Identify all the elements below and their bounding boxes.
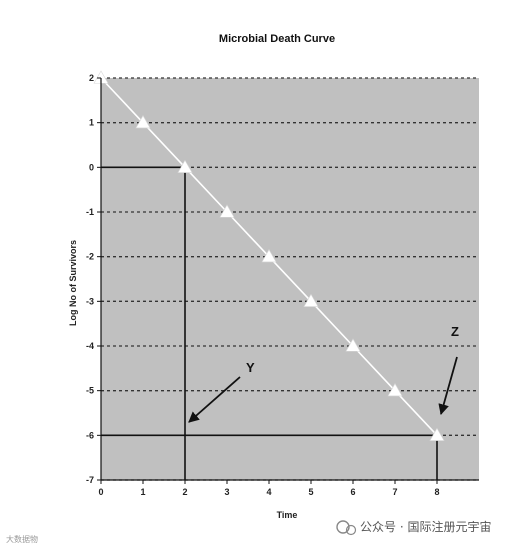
y-axis-title: Log No of Survivors [68,240,78,326]
x-tick-label: 7 [392,487,397,497]
y-tick-label: -2 [86,252,94,262]
x-tick-label: 3 [224,487,229,497]
watermark-right: 公众号 · 国际注册元宇宙 [360,519,491,534]
x-tick-label: 5 [308,487,313,497]
x-tick-label: 1 [140,487,145,497]
data-point [177,159,193,173]
data-point [303,293,319,307]
axes [100,78,479,481]
data-point [219,204,235,218]
y-tick-label: -4 [86,341,94,351]
annotation-label: Z [451,324,459,339]
x-tick-label: 2 [182,487,187,497]
watermark: 大数据物 公众号 · 国际注册元宇宙 [6,519,491,544]
wechat-icon-bubble [345,524,357,536]
y-tick-label: -7 [86,475,94,485]
y-tick-label: 2 [89,73,94,83]
data-point [387,383,403,397]
annotations: YZ [188,324,459,423]
series-layer [93,70,445,441]
y-tick-label: -1 [86,207,94,217]
x-tick-label: 6 [350,487,355,497]
data-point [429,427,445,441]
x-tick-labels: 0 1 2 3 4 5 6 7 8 [98,480,440,497]
data-point [135,115,151,129]
annotation-label: Y [246,360,255,375]
annotation-arrow [188,376,241,423]
x-axis-title: Time [277,510,298,520]
x-tick-label: 0 [98,487,103,497]
annotation-arrow [438,356,458,416]
x-tick-label: 4 [266,487,271,497]
wechat-icon [336,520,350,534]
y-tick-labels: 2 1 0 -1 -2 -3 -4 -5 -6 -7 [86,73,101,485]
watermark-left: 大数据物 [6,534,38,544]
data-point [261,249,277,263]
chart-title: Microbial Death Curve [219,33,335,45]
y-tick-label: 1 [89,118,94,128]
y-tick-label: -6 [86,430,94,440]
y-tick-label: 0 [89,162,94,172]
y-tick-label: -3 [86,296,94,306]
x-tick-label: 8 [434,487,439,497]
data-point [345,338,361,352]
y-tick-label: -5 [86,386,94,396]
